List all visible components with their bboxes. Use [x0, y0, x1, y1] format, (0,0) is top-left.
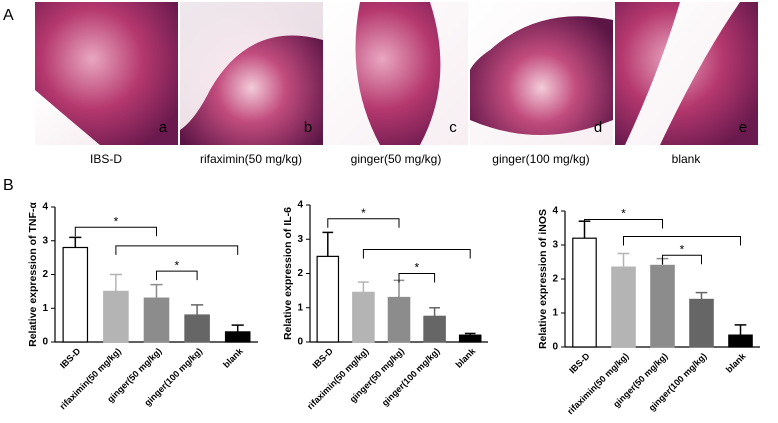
bar — [458, 334, 482, 343]
bar — [316, 255, 340, 343]
histology-images — [35, 2, 758, 145]
y-tick-label: 4 — [297, 200, 303, 211]
x-tick-label: rifaximin(50 mg/kg) — [305, 346, 370, 411]
lumen — [470, 2, 613, 145]
lumen — [325, 2, 468, 145]
image-caption: IBS-D — [90, 152, 122, 166]
y-tick-label: 0 — [42, 337, 48, 348]
significance-bracket — [327, 218, 400, 228]
significance-label: * — [680, 242, 685, 256]
bar — [143, 297, 170, 343]
bar — [103, 290, 129, 343]
y-axis-label: Relative expression of IL-6 — [282, 207, 294, 340]
image-caption: ginger(50 mg/kg) — [351, 152, 442, 166]
y-tick-label: 3 — [297, 234, 303, 245]
bar — [387, 296, 411, 343]
y-tick-label: 2 — [552, 274, 558, 285]
image-letter: d — [594, 119, 602, 136]
bar — [352, 291, 375, 343]
significance-bracket — [662, 254, 702, 265]
y-tick-label: 1 — [42, 303, 48, 314]
significance-bracket — [398, 273, 436, 283]
bar — [184, 314, 210, 343]
x-tick-label: blank — [454, 345, 478, 369]
y-tick-label: 1 — [297, 302, 303, 313]
significance-label: * — [621, 207, 626, 221]
significance-bracket — [362, 249, 471, 259]
bar — [689, 298, 714, 348]
y-tick-label: 4 — [42, 202, 48, 213]
bar — [650, 264, 675, 348]
significance-label: * — [174, 258, 179, 272]
significance-bracket — [115, 245, 239, 255]
y-tick-label: 3 — [552, 240, 558, 251]
y-tick-label: 0 — [552, 342, 558, 353]
bar — [572, 237, 597, 348]
x-tick-label: blank — [221, 345, 245, 369]
y-tick-label: 0 — [297, 337, 303, 348]
bar — [423, 315, 446, 343]
y-axis-label: Relative expression of iNOS — [537, 209, 549, 349]
lumen — [180, 2, 323, 130]
y-tick-label: 2 — [297, 268, 303, 279]
image-caption: rifaximin(50 mg/kg) — [200, 152, 302, 166]
y-tick-label: 2 — [42, 269, 48, 280]
image-caption: ginger(100 mg/kg) — [492, 152, 589, 166]
x-tick-label: IBS-D — [310, 346, 335, 371]
significance-label: * — [414, 261, 419, 275]
significance-bracket — [156, 270, 198, 281]
image-caption: blank — [672, 152, 702, 166]
lumen — [35, 90, 100, 145]
x-tick-label: IBS-D — [567, 351, 592, 376]
image-letter: a — [159, 119, 168, 136]
significance-label: * — [114, 214, 119, 228]
bar — [62, 246, 89, 343]
bar — [611, 266, 636, 348]
bar — [728, 334, 753, 348]
significance-bracket — [623, 236, 741, 246]
significance-label: * — [361, 206, 366, 220]
y-axis-label: Relative expression of TNF-α — [27, 202, 39, 347]
significance-bracket — [584, 219, 663, 229]
y-tick-label: 1 — [552, 308, 558, 319]
x-tick-label: IBS-D — [58, 346, 83, 371]
x-tick-label: blank — [724, 350, 748, 374]
panel-label: B — [3, 177, 14, 194]
image-letter: c — [449, 119, 457, 136]
panel-label: A — [3, 7, 14, 24]
significance-bracket — [74, 226, 157, 237]
y-tick-label: 3 — [42, 235, 48, 246]
image-letter: b — [304, 119, 312, 136]
y-tick-label: 4 — [552, 206, 558, 217]
image-letter: e — [739, 119, 747, 136]
bar — [224, 331, 251, 343]
lumen — [625, 2, 740, 145]
